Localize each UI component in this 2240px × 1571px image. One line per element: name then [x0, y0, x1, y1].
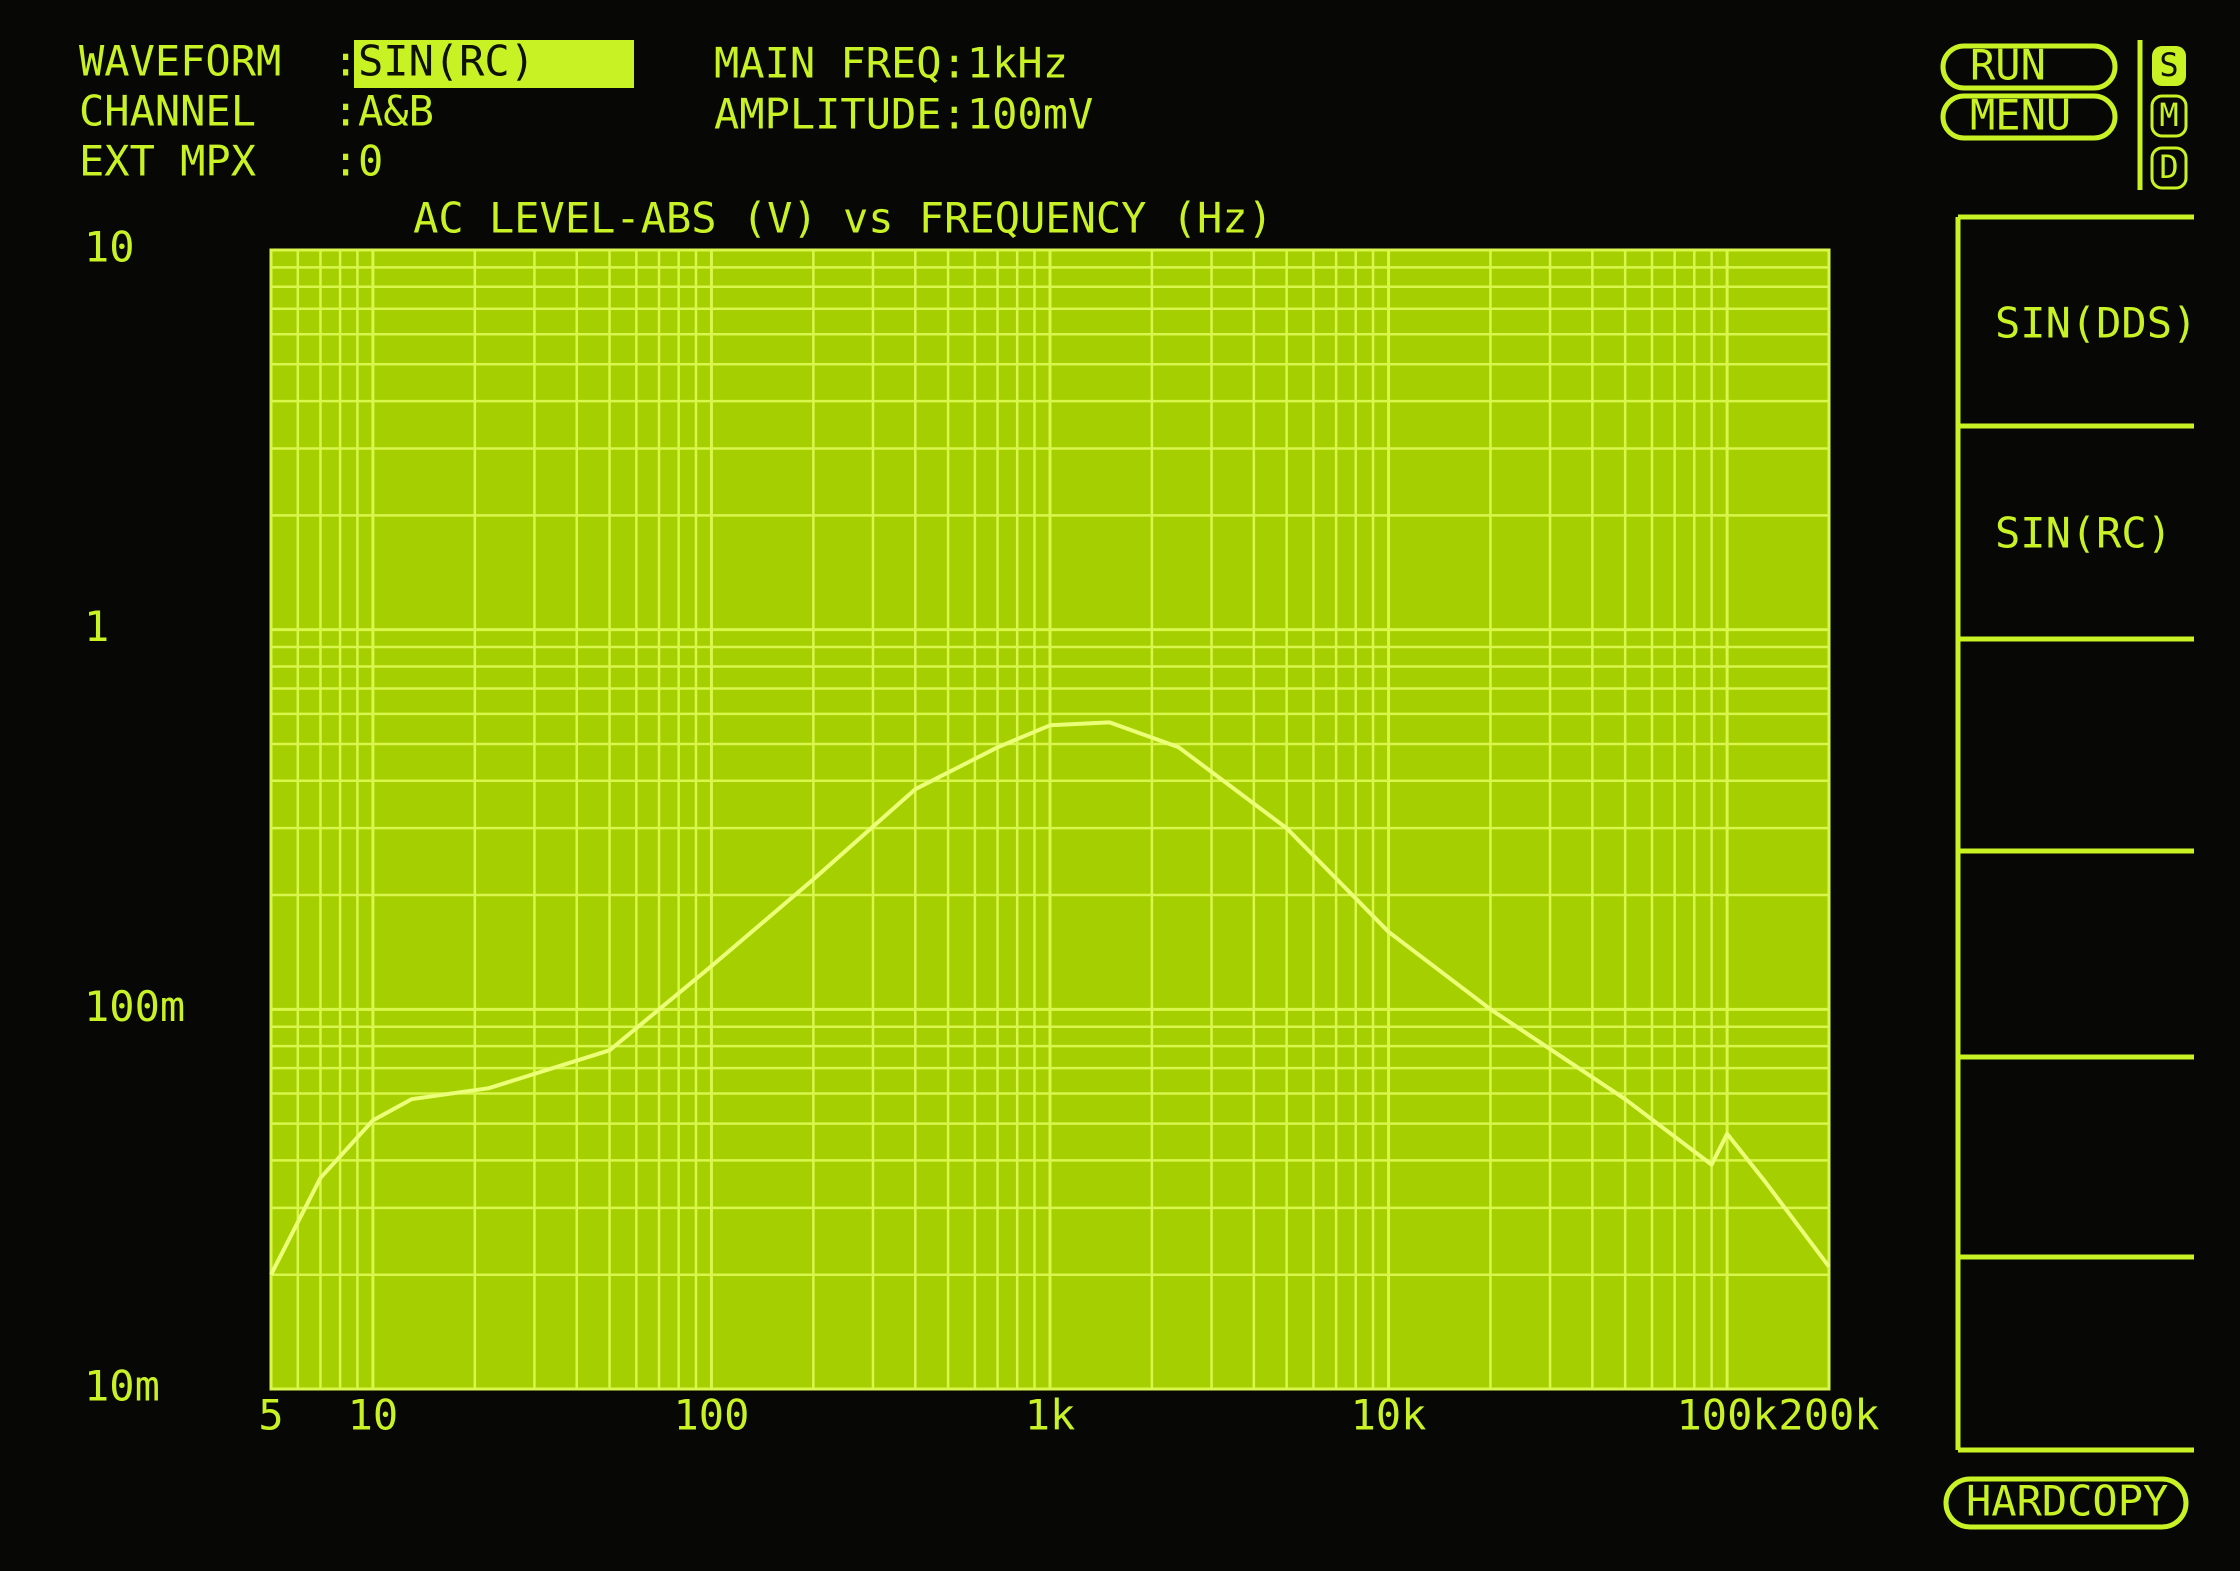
- trace: [269, 720, 1831, 1276]
- plot-border: [269, 248, 1831, 1391]
- status-label: WAVEFORM: [79, 37, 281, 86]
- status-sep: :: [333, 87, 358, 136]
- status-value: SIN(RC): [358, 37, 535, 86]
- x-tick-label: 100k: [1677, 1391, 1778, 1440]
- y-tick-label: 100m: [84, 982, 185, 1031]
- run-button[interactable]: RUN: [1940, 41, 2118, 91]
- mode-frame: [2152, 46, 2186, 86]
- button-label: HARDCOPY: [1966, 1477, 2168, 1526]
- mode-label: D: [2159, 148, 2178, 186]
- button-frame: [1940, 93, 2118, 141]
- mode-s[interactable]: S: [2152, 46, 2186, 86]
- mode-frame: [2150, 146, 2188, 190]
- y-tick-label: 10m: [84, 1362, 160, 1411]
- mode-frame: [2150, 94, 2188, 138]
- x-tick-label: 1k: [1025, 1391, 1076, 1440]
- mode-m[interactable]: M: [2150, 94, 2188, 138]
- main-freq: MAIN FREQ:1kHz: [714, 39, 1068, 88]
- button-label: MENU: [1970, 91, 2071, 140]
- x-tick-label: 10: [348, 1391, 399, 1440]
- amplitude: AMPLITUDE:100mV: [714, 90, 1093, 139]
- hardcopy-button[interactable]: HARDCOPY: [1943, 1476, 2189, 1530]
- mode-d[interactable]: D: [2150, 146, 2188, 190]
- x-tick-label: 10k: [1351, 1391, 1427, 1440]
- softkey-label[interactable]: SIN(DDS): [1995, 299, 2197, 348]
- chart: 5 10 100 1k 10k 100k 200k 10m 100m 1 10: [84, 223, 1880, 1440]
- x-tick-label: 200k: [1778, 1391, 1879, 1440]
- status-value: A&B: [358, 87, 434, 136]
- button-frame: [1943, 1476, 2189, 1530]
- softkey-label[interactable]: SIN(RC): [1995, 509, 2172, 558]
- status-sep: :: [333, 137, 358, 186]
- status-value: 0: [358, 137, 383, 186]
- y-tick-label: 1: [84, 602, 109, 651]
- mode-label: S: [2159, 46, 2178, 84]
- button-frame: [1940, 43, 2118, 91]
- y-tick-label: 10: [84, 223, 135, 272]
- highlight: [354, 40, 634, 88]
- x-tick-label: 100: [674, 1391, 750, 1440]
- mode-label: M: [2159, 96, 2178, 134]
- chart-title: AC LEVEL-ABS (V) vs FREQUENCY (Hz): [413, 194, 1273, 243]
- status-label: EXT MPX: [79, 137, 256, 186]
- x-tick-label: 5: [258, 1391, 283, 1440]
- softkey-panel: [1955, 214, 2194, 1453]
- status-label: CHANNEL: [79, 87, 256, 136]
- button-label: RUN: [1970, 41, 2046, 90]
- softkey-frame: [1955, 214, 2194, 1453]
- menu-button[interactable]: MENU: [1940, 91, 2118, 141]
